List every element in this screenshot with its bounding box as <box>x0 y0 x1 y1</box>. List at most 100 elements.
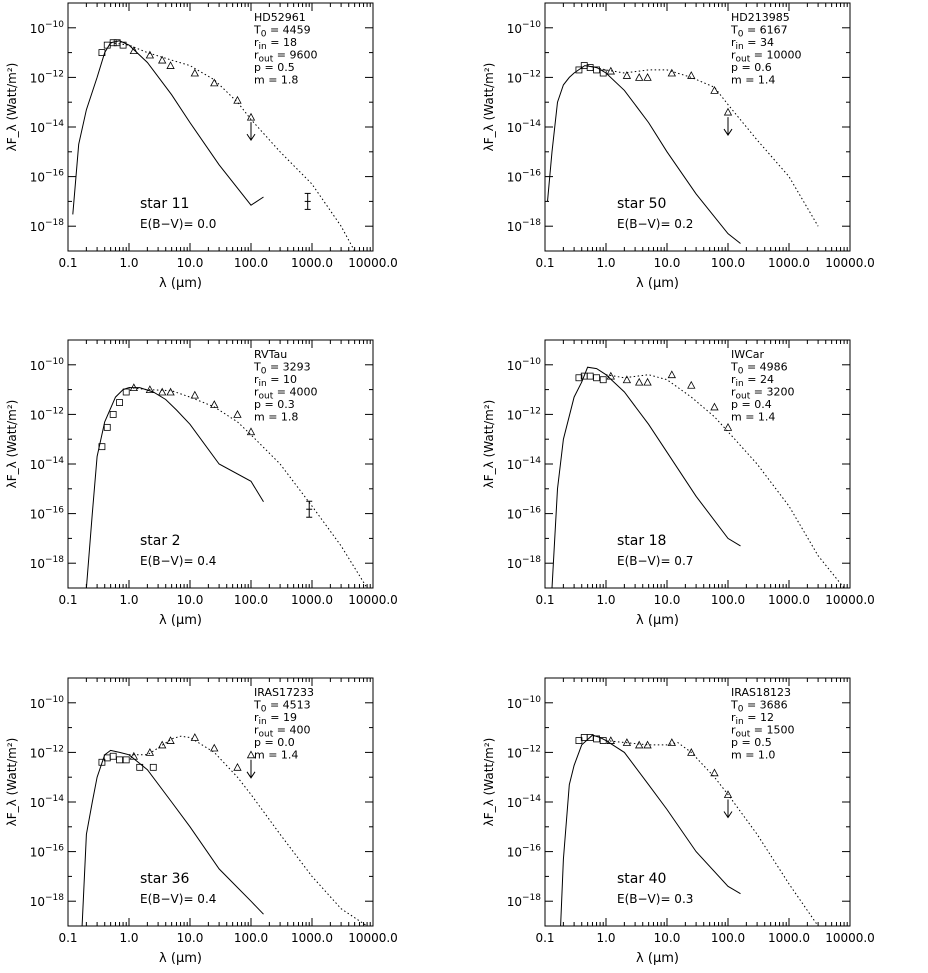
x-tick-label: 1.0 <box>119 256 138 270</box>
y-tick-label: 10−10 <box>507 357 542 373</box>
x-tick-label: 10000.0 <box>348 256 398 270</box>
y-axis-title: λF_λ (Watt/m²) <box>5 63 19 152</box>
square-marker <box>98 443 106 451</box>
triangle-marker <box>687 380 696 389</box>
triangle-marker <box>233 95 242 104</box>
param-rin: rin = 12 <box>731 711 774 727</box>
x-tick-label: 1000.0 <box>768 593 810 607</box>
triangle-marker <box>233 762 242 771</box>
square-marker <box>599 376 607 384</box>
x-tick-label: 0.1 <box>58 256 77 270</box>
x-tick-label: 1000.0 <box>768 931 810 945</box>
x-axis-title: λ (μm) <box>159 613 202 628</box>
param-rout: rout = 10000 <box>731 49 801 65</box>
photosphere-curve <box>547 65 741 244</box>
photosphere-curve <box>81 749 264 926</box>
square-marker <box>109 39 117 47</box>
triangle-marker <box>643 73 652 81</box>
photosphere-curve <box>551 366 741 588</box>
y-tick-label: 10−10 <box>507 695 542 711</box>
triangle-marker <box>158 387 167 396</box>
triangle-marker <box>606 66 615 75</box>
triangle-marker <box>643 740 652 749</box>
square-marker <box>136 763 144 771</box>
square-marker <box>119 41 127 49</box>
triangle-marker <box>635 73 644 81</box>
plot-area <box>81 733 368 926</box>
y-axis-title: λF_λ (Watt/m²) <box>482 63 496 152</box>
param-m: m = 1.4 <box>254 749 298 762</box>
square-marker <box>586 372 594 380</box>
y-tick-label: 10−14 <box>30 456 65 472</box>
triangle-marker <box>635 377 644 386</box>
x-axis-title: λ (μm) <box>159 951 202 966</box>
x-tick-label: 10.0 <box>177 931 204 945</box>
param-rout: rout = 9600 <box>254 49 318 65</box>
ebv-label: E(B−V)= 0.7 <box>617 554 693 568</box>
triangle-marker <box>246 750 256 759</box>
object-name: RVTau <box>254 348 287 361</box>
y-tick-label: 10−18 <box>507 555 542 571</box>
x-tick-label: 10000.0 <box>825 931 875 945</box>
x-tick-label: 10000.0 <box>348 593 398 607</box>
triangle-marker <box>210 400 219 408</box>
plot-frame <box>67 2 374 252</box>
square-marker <box>122 388 130 396</box>
triangle-marker <box>145 748 155 756</box>
object-name: HD52961 <box>254 11 306 24</box>
param-rout: rout = 4000 <box>254 386 318 402</box>
x-tick-label: 100.0 <box>234 593 268 607</box>
triangle-marker <box>667 738 676 746</box>
triangle-marker <box>723 107 733 116</box>
square-marker <box>593 374 600 382</box>
param-rin: rin = 10 <box>254 373 297 389</box>
triangle-marker <box>606 736 615 744</box>
y-tick-label: 10−12 <box>30 406 64 422</box>
triangle-marker <box>129 751 138 760</box>
param-m: m = 1.8 <box>254 74 298 87</box>
triangle-marker <box>622 71 632 79</box>
dust-model-curve <box>128 387 368 588</box>
param-T0: T0 = 6167 <box>730 24 788 40</box>
panel-RVTau: 0.1 1.0 10.0 100.0 1000.0 10000.0 10−10 10−12 10… <box>5 339 398 628</box>
ebv-label: E(B−V)= 0.2 <box>617 217 693 231</box>
triangle-marker <box>667 370 676 379</box>
param-m: m = 1.4 <box>731 411 775 424</box>
plot-frame <box>67 677 374 927</box>
plot-area <box>85 383 368 588</box>
object-name: IRAS17233 <box>254 686 314 699</box>
y-tick-label: 10−14 <box>30 119 65 135</box>
param-rout: rout = 1500 <box>731 724 795 740</box>
x-tick-label: 1000.0 <box>291 256 333 270</box>
x-tick-label: 10000.0 <box>348 931 398 945</box>
y-tick-label: 10−14 <box>507 456 542 472</box>
x-tick-label: 0.1 <box>58 593 77 607</box>
square-marker <box>599 737 607 744</box>
x-tick-label: 100.0 <box>234 931 268 945</box>
x-axis-title: λ (μm) <box>636 276 679 291</box>
triangle-marker <box>166 387 175 396</box>
param-p: p = 0.5 <box>731 736 772 749</box>
triangle-marker <box>622 738 632 746</box>
panel-HD52961: 0.1 1.0 10.0 100.0 1000.0 10000.0 10−10 10−12 10… <box>5 2 398 291</box>
triangle-marker <box>158 55 167 64</box>
y-axis-title: λF_λ (Watt/m²) <box>5 738 19 827</box>
panel-IRAS17233: 0.1 1.0 10.0 100.0 1000.0 10000.0 10−10 10−12 10… <box>5 677 398 966</box>
x-tick-label: 1000.0 <box>291 931 333 945</box>
x-tick-label: 10.0 <box>654 256 681 270</box>
photosphere-curve <box>72 40 264 215</box>
y-axis-title: λF_λ (Watt/m²) <box>5 400 19 489</box>
param-T0: T0 = 3293 <box>253 361 311 377</box>
dust-model-curve <box>129 735 368 926</box>
x-tick-label: 100.0 <box>711 931 745 945</box>
photosphere-curve <box>85 387 264 588</box>
x-tick-label: 10000.0 <box>825 256 875 270</box>
param-m: m = 1.0 <box>731 749 775 762</box>
y-tick-label: 10−12 <box>30 69 64 85</box>
y-tick-label: 10−10 <box>30 695 65 711</box>
param-rin: rin = 34 <box>731 36 774 52</box>
y-tick-label: 10−16 <box>507 169 542 185</box>
triangle-marker <box>145 385 155 394</box>
square-marker <box>575 66 583 74</box>
